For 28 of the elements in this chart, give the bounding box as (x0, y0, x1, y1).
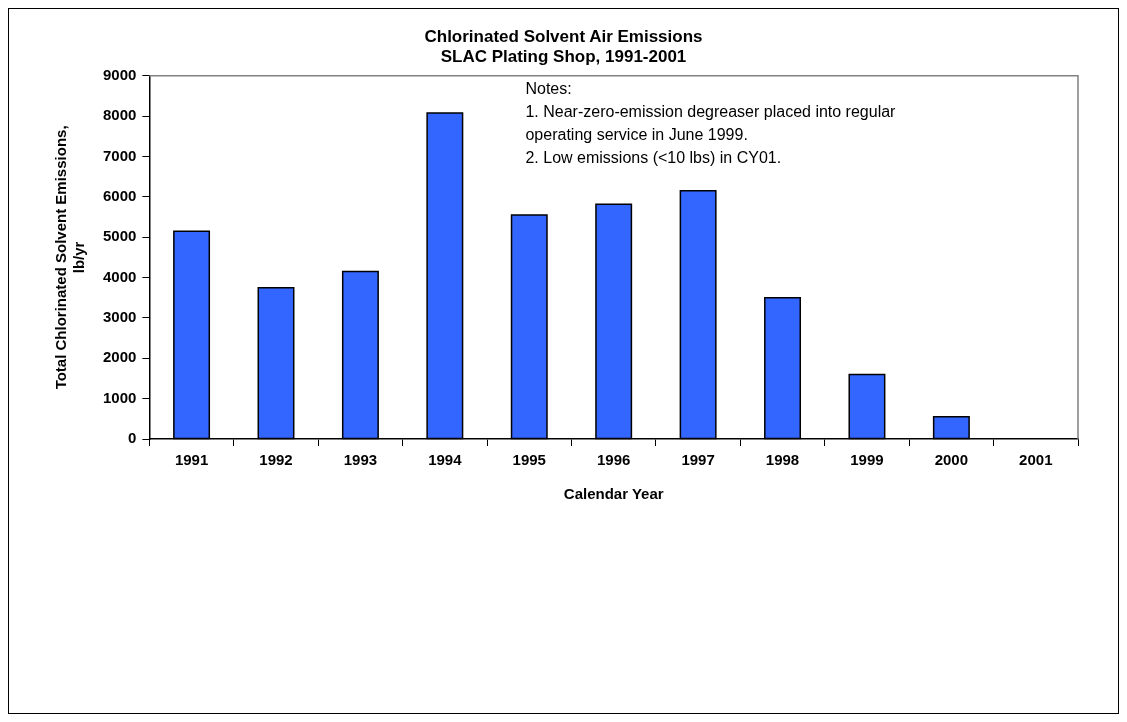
x-tick-label: 1991 (174, 451, 209, 469)
y-tick-label: 9000 (102, 65, 137, 83)
y-tick-label: 8000 (102, 106, 137, 124)
y-tick-label: 6000 (102, 187, 137, 205)
x-tick-label: 1994 (428, 451, 463, 469)
x-tick-label: 1996 (597, 451, 631, 469)
annotation: 2. Low emissions (<10 lbs) in CY01. (525, 149, 782, 167)
x-tick-label: 1997 (681, 451, 715, 469)
y-tick-label: 1000 (102, 388, 137, 406)
text: Chlorinated Solvent Air Emissions (424, 26, 703, 46)
x-tick-label: 1995 (512, 451, 546, 469)
y-tick-label: 4000 (102, 267, 137, 285)
y-tick-label: 0 (128, 429, 137, 447)
x-axis-title: Calendar Year (563, 485, 664, 503)
x-tick-label: 2000 (934, 451, 969, 469)
text: SLAC Plating Shop, 1991-2001 (440, 47, 687, 67)
x-tick-label: 1999 (850, 451, 884, 469)
x-tick-label: 1993 (343, 451, 378, 469)
y-axis-title: Total Chlorinated Solvent Emissions, lb/yr (52, 125, 88, 390)
x-tick-label: 2001 (1019, 451, 1053, 469)
y-tick-label: 3000 (102, 308, 137, 326)
y-tick-label: 5000 (102, 227, 137, 245)
y-tick-label: 2000 (102, 348, 137, 366)
x-tick-label: 1992 (259, 451, 293, 469)
annotation: 1. Near-zero-emission degreaser placed into regular operating service in June 1999. (525, 103, 897, 144)
annotation: Notes: (525, 80, 572, 98)
x-tick-label: 1998 (765, 451, 800, 469)
y-tick-label: 7000 (102, 146, 137, 164)
